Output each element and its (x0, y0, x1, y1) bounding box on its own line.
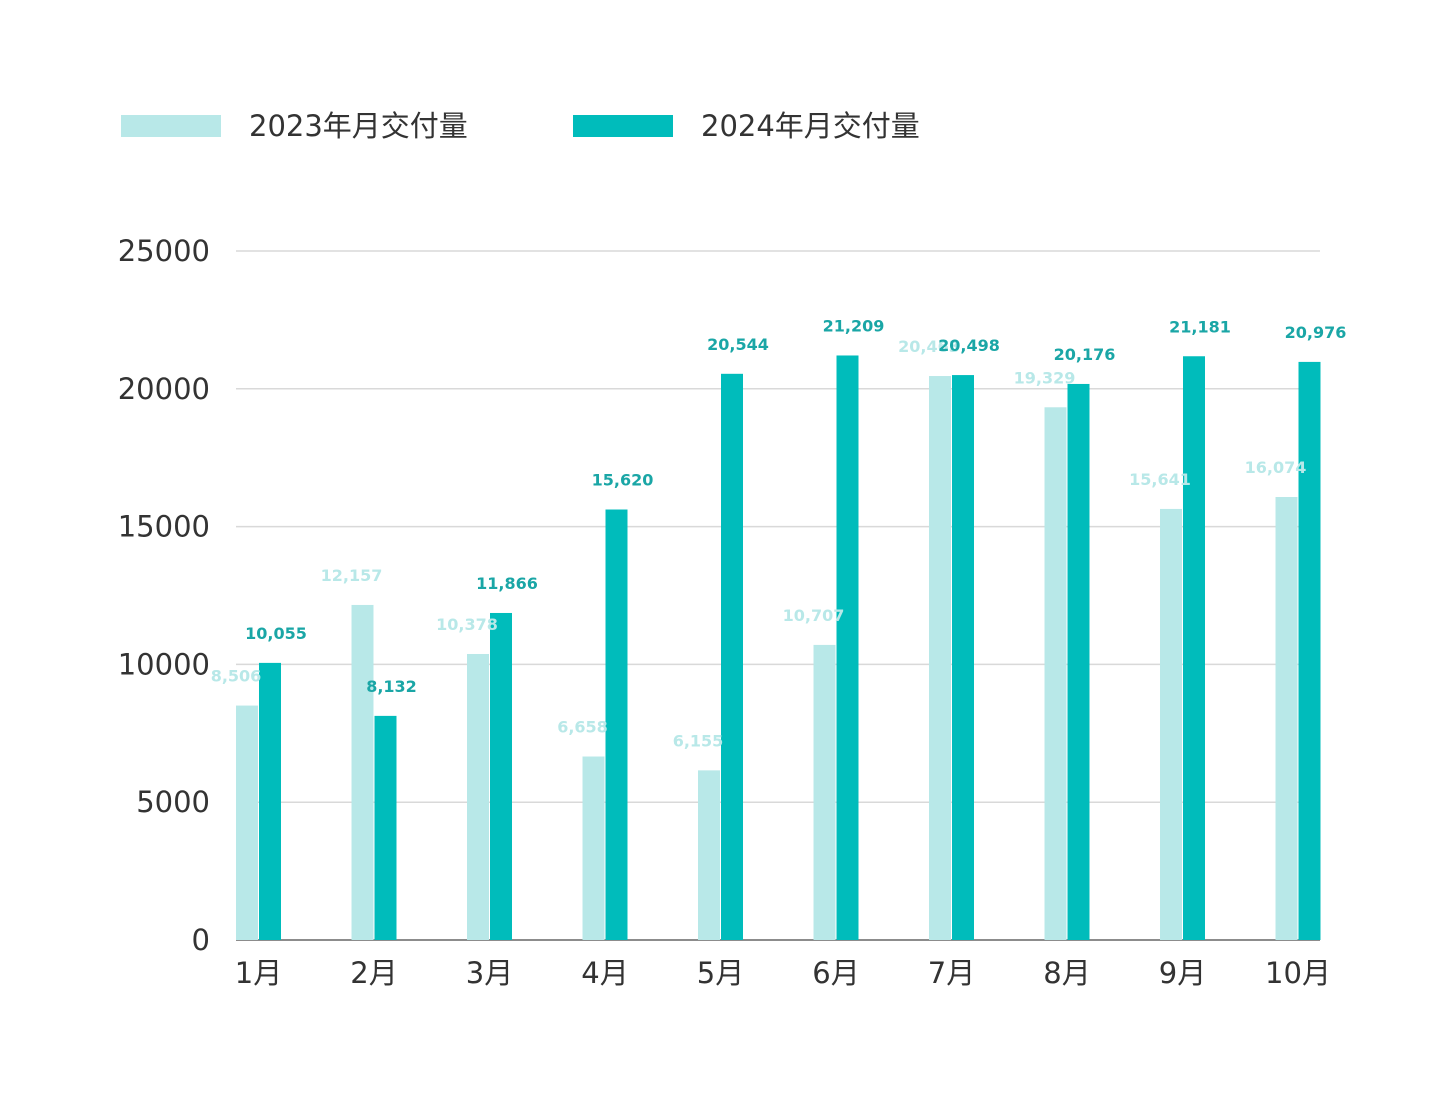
bar-2-1 (259, 662, 281, 940)
x-tick-label: 2月 (350, 956, 397, 990)
bar-2-8 (1067, 383, 1090, 940)
y-tick-label: 15000 (118, 510, 210, 544)
value-label-2-3: 11,866 (476, 574, 538, 593)
y-axis: 0 5000 10000 15000 20000 25000 (118, 234, 210, 957)
value-label-1-7: 20,463 (898, 337, 960, 356)
value-label-1-9: 15,641 (1129, 470, 1191, 489)
bar-1-8 (1044, 407, 1067, 941)
y-tick-label: 10000 (118, 647, 210, 681)
bar-2-5 (721, 373, 743, 940)
x-tick-label: 3月 (466, 956, 513, 990)
value-label-1-4: 6,658 (557, 718, 608, 737)
y-tick-label: 20000 (118, 372, 210, 406)
bar-1-6 (813, 644, 836, 940)
bar-1-5 (698, 770, 720, 940)
bar-1-1 (236, 705, 258, 940)
x-tick-label: 9月 (1159, 956, 1206, 990)
value-label-2-9: 21,181 (1169, 317, 1231, 336)
legend-swatch-1 (121, 115, 221, 137)
bar-2-9 (1183, 356, 1205, 940)
legend-swatch-2 (573, 115, 673, 137)
value-labels: 8,506 10,055 12,157 8,132 10,378 11,866 6,658 1… (211, 316, 1347, 750)
value-label-2-10: 20,976 (1285, 323, 1347, 342)
legend: 2023年月交付量 2024年月交付量 (121, 109, 920, 143)
x-tick-label: 6月 (812, 956, 859, 990)
value-label-2-5: 20,544 (707, 335, 769, 354)
x-tick-label: 8月 (1043, 956, 1090, 990)
x-tick-label: 7月 (928, 956, 975, 990)
value-label-2-7: 20,498 (938, 336, 1000, 355)
value-label-2-6: 21,209 (823, 316, 885, 335)
value-label-1-5: 6,155 (673, 731, 724, 750)
bar-2-10 (1298, 361, 1321, 940)
x-tick-label: 5月 (697, 956, 744, 990)
bar-1-4 (582, 756, 605, 940)
value-label-1-3: 10,378 (436, 615, 498, 634)
bar-1-10 (1275, 497, 1298, 940)
y-tick-label: 0 (192, 923, 210, 957)
bar-1-9 (1160, 508, 1182, 940)
grid-lines (236, 250, 1320, 941)
value-label-1-2: 12,157 (321, 566, 383, 585)
value-label-1-8: 19,329 (1014, 368, 1076, 387)
bar-2-6 (836, 355, 859, 940)
value-label-1-1: 8,506 (211, 667, 262, 686)
value-label-2-2: 8,132 (366, 677, 417, 696)
value-label-1-6: 10,707 (783, 606, 845, 625)
bar-2-7 (952, 375, 974, 940)
bar-2-2 (374, 715, 397, 940)
bars (236, 355, 1321, 941)
value-label-1-10: 16,074 (1245, 458, 1307, 477)
bar-1-2 (351, 604, 374, 940)
y-tick-label: 25000 (118, 234, 210, 268)
bar-1-3 (467, 653, 489, 940)
x-tick-label: 4月 (581, 956, 628, 990)
legend-label-1: 2023年月交付量 (249, 109, 468, 143)
y-tick-label: 5000 (136, 785, 210, 819)
value-label-2-4: 15,620 (592, 471, 654, 490)
bar-1-7 (929, 376, 951, 940)
value-label-2-1: 10,055 (245, 624, 307, 643)
bar-2-3 (490, 612, 512, 940)
legend-label-2: 2024年月交付量 (701, 109, 920, 143)
bar-2-4 (605, 509, 628, 940)
value-label-2-8: 20,176 (1054, 345, 1116, 364)
x-axis: 1月 2月 3月 4月 5月 6月 7月 8月 9月 10月 (235, 956, 1331, 990)
x-tick-label: 10月 (1265, 956, 1331, 990)
x-tick-label: 1月 (235, 956, 282, 990)
